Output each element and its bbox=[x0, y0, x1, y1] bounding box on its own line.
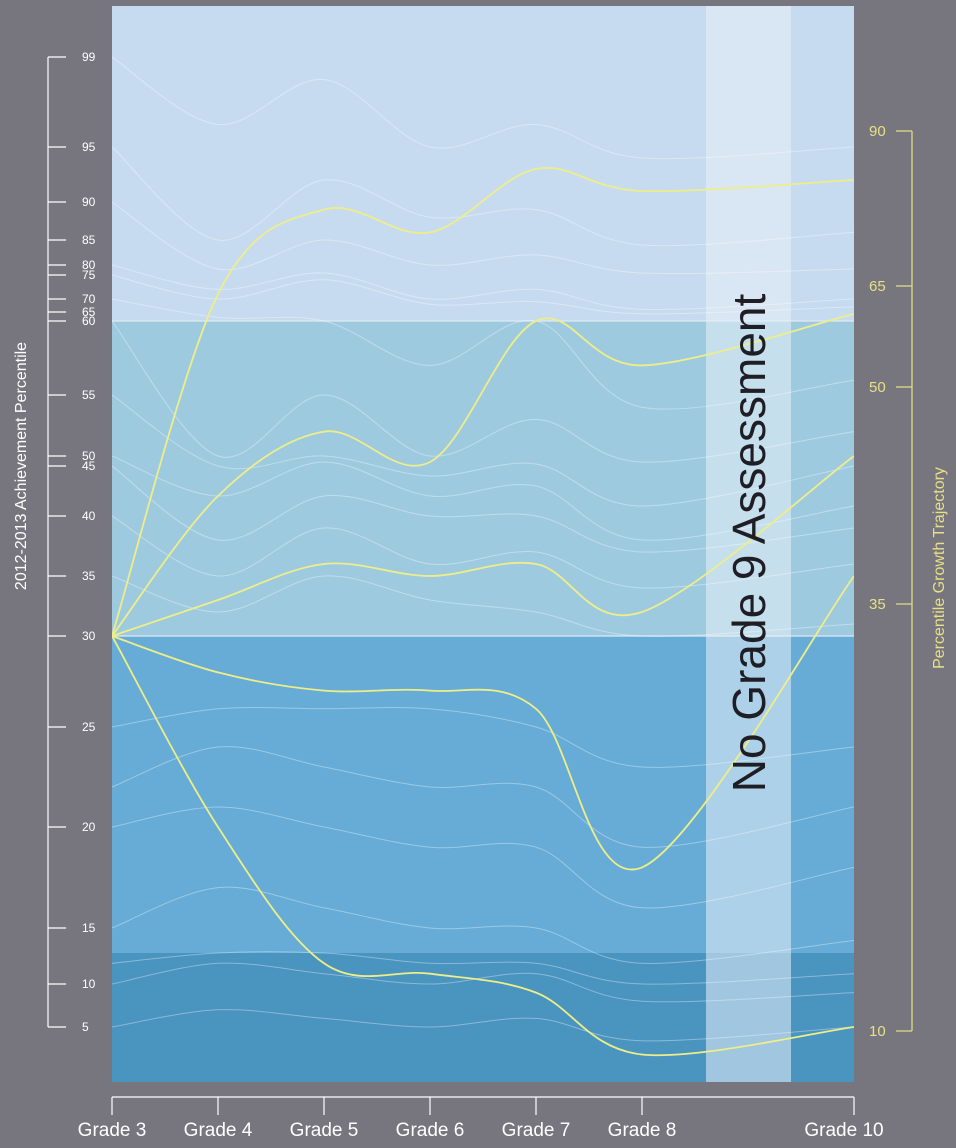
background-curve-17 bbox=[112, 962, 854, 1003]
left-axis: 2012-2013 Achievement Percentile 5 10 15 20… bbox=[13, 50, 96, 1034]
right-tick-label-50: 50 bbox=[869, 379, 886, 396]
x-tick-label-3: Grade 6 bbox=[396, 1120, 465, 1141]
x-tick-label-7: Grade 10 bbox=[804, 1120, 883, 1141]
x-tick-label-4: Grade 7 bbox=[502, 1120, 571, 1141]
background-curve-11 bbox=[112, 575, 854, 637]
no-grade-9-annotation: No Grade 9 Assessment bbox=[723, 294, 775, 793]
x-tick-label-2: Grade 5 bbox=[290, 1120, 359, 1141]
left-tick-label-60: 60 bbox=[82, 314, 96, 328]
trajectory-10 bbox=[112, 635, 854, 1057]
left-tick-label-35: 35 bbox=[82, 569, 96, 583]
annotation-layer: No Grade 9 Assessment bbox=[723, 294, 775, 793]
trajectory-50 bbox=[112, 455, 854, 637]
background-curve-16 bbox=[112, 951, 854, 985]
left-tick-label-95: 95 bbox=[82, 140, 96, 154]
background-curve-7 bbox=[112, 394, 854, 507]
left-tick-label-90: 90 bbox=[82, 195, 96, 209]
left-tick-label-75: 75 bbox=[82, 268, 96, 282]
right-tick-label-65: 65 bbox=[869, 278, 886, 295]
background-curve-10 bbox=[112, 515, 854, 589]
left-tick-label-30: 30 bbox=[82, 629, 96, 643]
left-tick-label-50: 50 bbox=[82, 449, 96, 463]
background-curve-6 bbox=[112, 320, 854, 463]
left-tick-label-25: 25 bbox=[82, 720, 96, 734]
background-curve-5 bbox=[112, 298, 854, 410]
right-tick-label-35: 35 bbox=[869, 596, 886, 613]
x-tick-label-1: Grade 4 bbox=[184, 1120, 253, 1141]
background-curve-12 bbox=[112, 706, 854, 768]
background-curve-1 bbox=[112, 146, 854, 247]
left-tick-label-45: 45 bbox=[82, 459, 96, 473]
right-tick-label-10: 10 bbox=[869, 1023, 886, 1040]
left-tick-label-20: 20 bbox=[82, 820, 96, 834]
background-curve-2 bbox=[112, 201, 854, 275]
background-curve-0 bbox=[112, 56, 854, 160]
x-tick-label-5: Grade 8 bbox=[608, 1120, 677, 1141]
left-tick-label-5: 5 bbox=[82, 1020, 89, 1034]
background-curves bbox=[112, 56, 854, 1042]
left-tick-label-40: 40 bbox=[82, 509, 96, 523]
background-curve-3 bbox=[112, 264, 854, 311]
growth-trajectories bbox=[112, 167, 854, 1057]
left-axis-label: 2012-2013 Achievement Percentile bbox=[13, 342, 30, 590]
right-axis-label: Percentile Growth Trajectory bbox=[931, 467, 948, 669]
background-curve-4 bbox=[112, 274, 854, 315]
left-tick-label-15: 15 bbox=[82, 921, 96, 935]
left-tick-label-99: 99 bbox=[82, 50, 96, 64]
left-tick-label-55: 55 bbox=[82, 388, 96, 402]
background-curve-9 bbox=[112, 465, 854, 553]
left-tick-label-65: 65 bbox=[82, 305, 96, 319]
x-axis: Grade 3 Grade 4 Grade 5 Grade 6 Grade 7 Grade… bbox=[78, 1096, 884, 1141]
background-curve-15 bbox=[112, 886, 854, 964]
background-curve-18 bbox=[112, 1009, 854, 1042]
left-tick-label-10: 10 bbox=[82, 977, 96, 991]
x-tick-label-0: Grade 3 bbox=[78, 1120, 147, 1141]
right-tick-label-90: 90 bbox=[869, 123, 886, 140]
right-axis: Percentile Growth Trajectory 10 35 50 65 90 bbox=[869, 123, 948, 1040]
left-tick-label-80: 80 bbox=[82, 258, 96, 272]
trajectory-35 bbox=[112, 575, 854, 871]
left-tick-label-85: 85 bbox=[82, 233, 96, 247]
background-curve-14 bbox=[112, 806, 854, 909]
trajectory-90 bbox=[112, 167, 854, 637]
trajectory-65 bbox=[112, 312, 854, 637]
left-tick-label-70: 70 bbox=[82, 292, 96, 306]
